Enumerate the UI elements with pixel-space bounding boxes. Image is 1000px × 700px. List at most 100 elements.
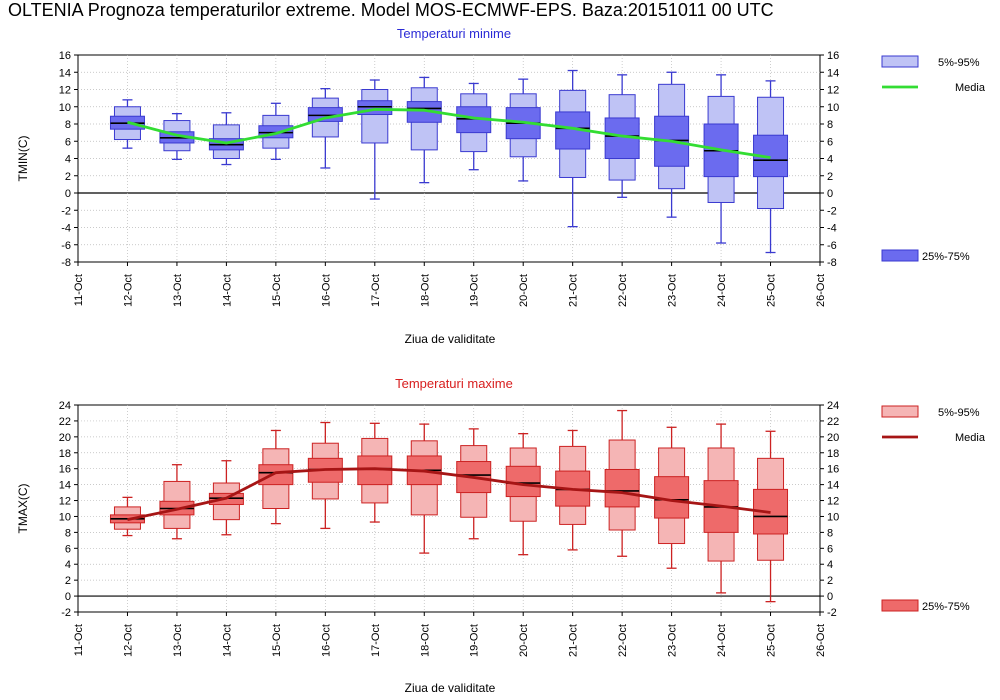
legend-label: 25%-75%: [922, 601, 970, 613]
x-tick-label: 14-Oct: [221, 274, 233, 307]
y-tick-label: 12: [59, 85, 71, 97]
x-tick-label: 15-Oct: [271, 624, 283, 657]
x-tick-label: 16-Oct: [320, 624, 332, 657]
x-tick-label: 20-Oct: [518, 274, 530, 307]
legend: 5%-95% Media 25%-75%: [881, 55, 986, 263]
y-tick-label-right: 12: [827, 496, 839, 508]
chart-tmin: -8 -8 -6 -6 -4 -4 -2 -2 0 0 2 2 4 4 6 6 8 8 10 10 12 12 14 14 16…: [16, 26, 986, 346]
box-25-Oct: [753, 80, 789, 254]
mean-line: [127, 107, 771, 160]
x-tick-label: 16-Oct: [320, 274, 332, 307]
y-tick-label: 24: [59, 400, 71, 412]
box-21-Oct: [555, 69, 591, 228]
y-tick-label: 14: [59, 480, 71, 492]
x-tick-label: 25-Oct: [766, 274, 778, 307]
x-tick-label: 24-Oct: [716, 274, 728, 307]
y-tick-label: 4: [65, 154, 71, 166]
y-tick-label: 20: [59, 432, 71, 444]
box-25-75: [258, 464, 294, 486]
y-tick-label-right: 0: [827, 188, 833, 200]
y-tick-label-right: 16: [827, 464, 839, 476]
legend-swatch-outer: [881, 405, 919, 418]
y-tick-label-right: 8: [827, 119, 833, 131]
x-tick-label: 12-Oct: [122, 624, 134, 657]
x-tick-label: 22-Oct: [617, 624, 629, 657]
y-tick-label-right: 14: [827, 480, 839, 492]
box-19-Oct: [456, 428, 492, 540]
x-tick-label: 18-Oct: [419, 624, 431, 657]
y-tick-label-right: 14: [827, 67, 839, 79]
y-tick-label: -2: [61, 205, 71, 217]
y-tick-label-right: -2: [827, 205, 837, 217]
x-tick-label: 11-Oct: [73, 624, 85, 656]
y-tick-label: 18: [59, 448, 71, 460]
y-tick-label: 6: [65, 543, 71, 555]
y-tick-label-right: -2: [827, 607, 837, 619]
y-tick-label: 10: [59, 102, 71, 114]
y-tick-label-right: 6: [827, 136, 833, 148]
page-title: OLTENIA Prognoza temperaturilor extreme.…: [8, 0, 774, 20]
y-tick-label-right: 8: [827, 527, 833, 539]
chart-title: Temperaturi minime: [397, 26, 511, 41]
y-tick-label-right: 24: [827, 400, 839, 412]
x-tick-label: 25-Oct: [766, 624, 778, 657]
legend-swatch-outer: [881, 55, 919, 68]
x-tick-label: 11-Oct: [73, 274, 85, 306]
y-tick-label-right: -6: [827, 240, 837, 252]
legend-label: 25%-75%: [922, 251, 970, 263]
y-tick-label-right: -8: [827, 257, 837, 269]
mean-line: [127, 467, 771, 522]
x-tick-label: 21-Oct: [568, 274, 580, 307]
y-tick-label-right: 12: [827, 85, 839, 97]
y-tick-label-right: 4: [827, 154, 833, 166]
plot-frame: [77, 404, 821, 613]
y-tick-label-right: 0: [827, 591, 833, 603]
y-tick-label-right: 22: [827, 416, 839, 428]
y-tick-label-right: 4: [827, 559, 833, 571]
y-tick-label: 14: [59, 67, 71, 79]
y-tick-label-right: 18: [827, 448, 839, 460]
y-tick-label: -6: [61, 240, 71, 252]
legend-label: 5%-95%: [938, 57, 980, 69]
legend-label: Media: [955, 82, 986, 94]
x-tick-label: 21-Oct: [568, 624, 580, 657]
x-tick-label: 24-Oct: [716, 624, 728, 657]
chart-title: Temperaturi maxime: [395, 376, 513, 391]
y-tick-label: 8: [65, 119, 71, 131]
legend-label: 5%-95%: [938, 407, 980, 419]
x-axis-label: Ziua de validitate: [405, 332, 496, 346]
y-tick-label: -4: [61, 223, 71, 235]
box-18-Oct: [406, 76, 442, 184]
y-tick-label-right: -4: [827, 223, 837, 235]
box-24-Oct: [703, 74, 739, 244]
x-tick-label: 13-Oct: [172, 274, 184, 307]
y-tick-label-right: 2: [827, 575, 833, 587]
y-tick-label: 8: [65, 527, 71, 539]
x-tick-label: 26-Oct: [815, 274, 827, 307]
y-tick-label-right: 16: [827, 50, 839, 62]
box-21-Oct: [555, 429, 591, 551]
box-23-Oct: [654, 426, 690, 569]
y-axis-label: TMAX(C): [16, 484, 30, 534]
y-tick-label: 22: [59, 416, 71, 428]
box-17-Oct: [357, 79, 393, 200]
legend-swatch-inner: [881, 599, 919, 612]
y-tick-label: 16: [59, 50, 71, 62]
x-tick-label: 17-Oct: [370, 274, 382, 307]
y-tick-label: 0: [65, 188, 71, 200]
x-tick-label: 20-Oct: [518, 624, 530, 657]
box-22-Oct: [604, 409, 640, 557]
x-tick-label: 15-Oct: [271, 274, 283, 307]
y-tick-label: -2: [61, 607, 71, 619]
y-tick-label: 12: [59, 496, 71, 508]
y-tick-label-right: 10: [827, 102, 839, 114]
legend: 5%-95% Media 25%-75%: [881, 405, 986, 613]
box-13-Oct: [159, 113, 195, 161]
box-19-Oct: [456, 82, 492, 171]
y-tick-label: 6: [65, 136, 71, 148]
x-tick-label: 19-Oct: [469, 624, 481, 657]
y-axis-label: TMIN(C): [16, 136, 30, 182]
x-tick-label: 22-Oct: [617, 274, 629, 307]
y-tick-label: 2: [65, 171, 71, 183]
